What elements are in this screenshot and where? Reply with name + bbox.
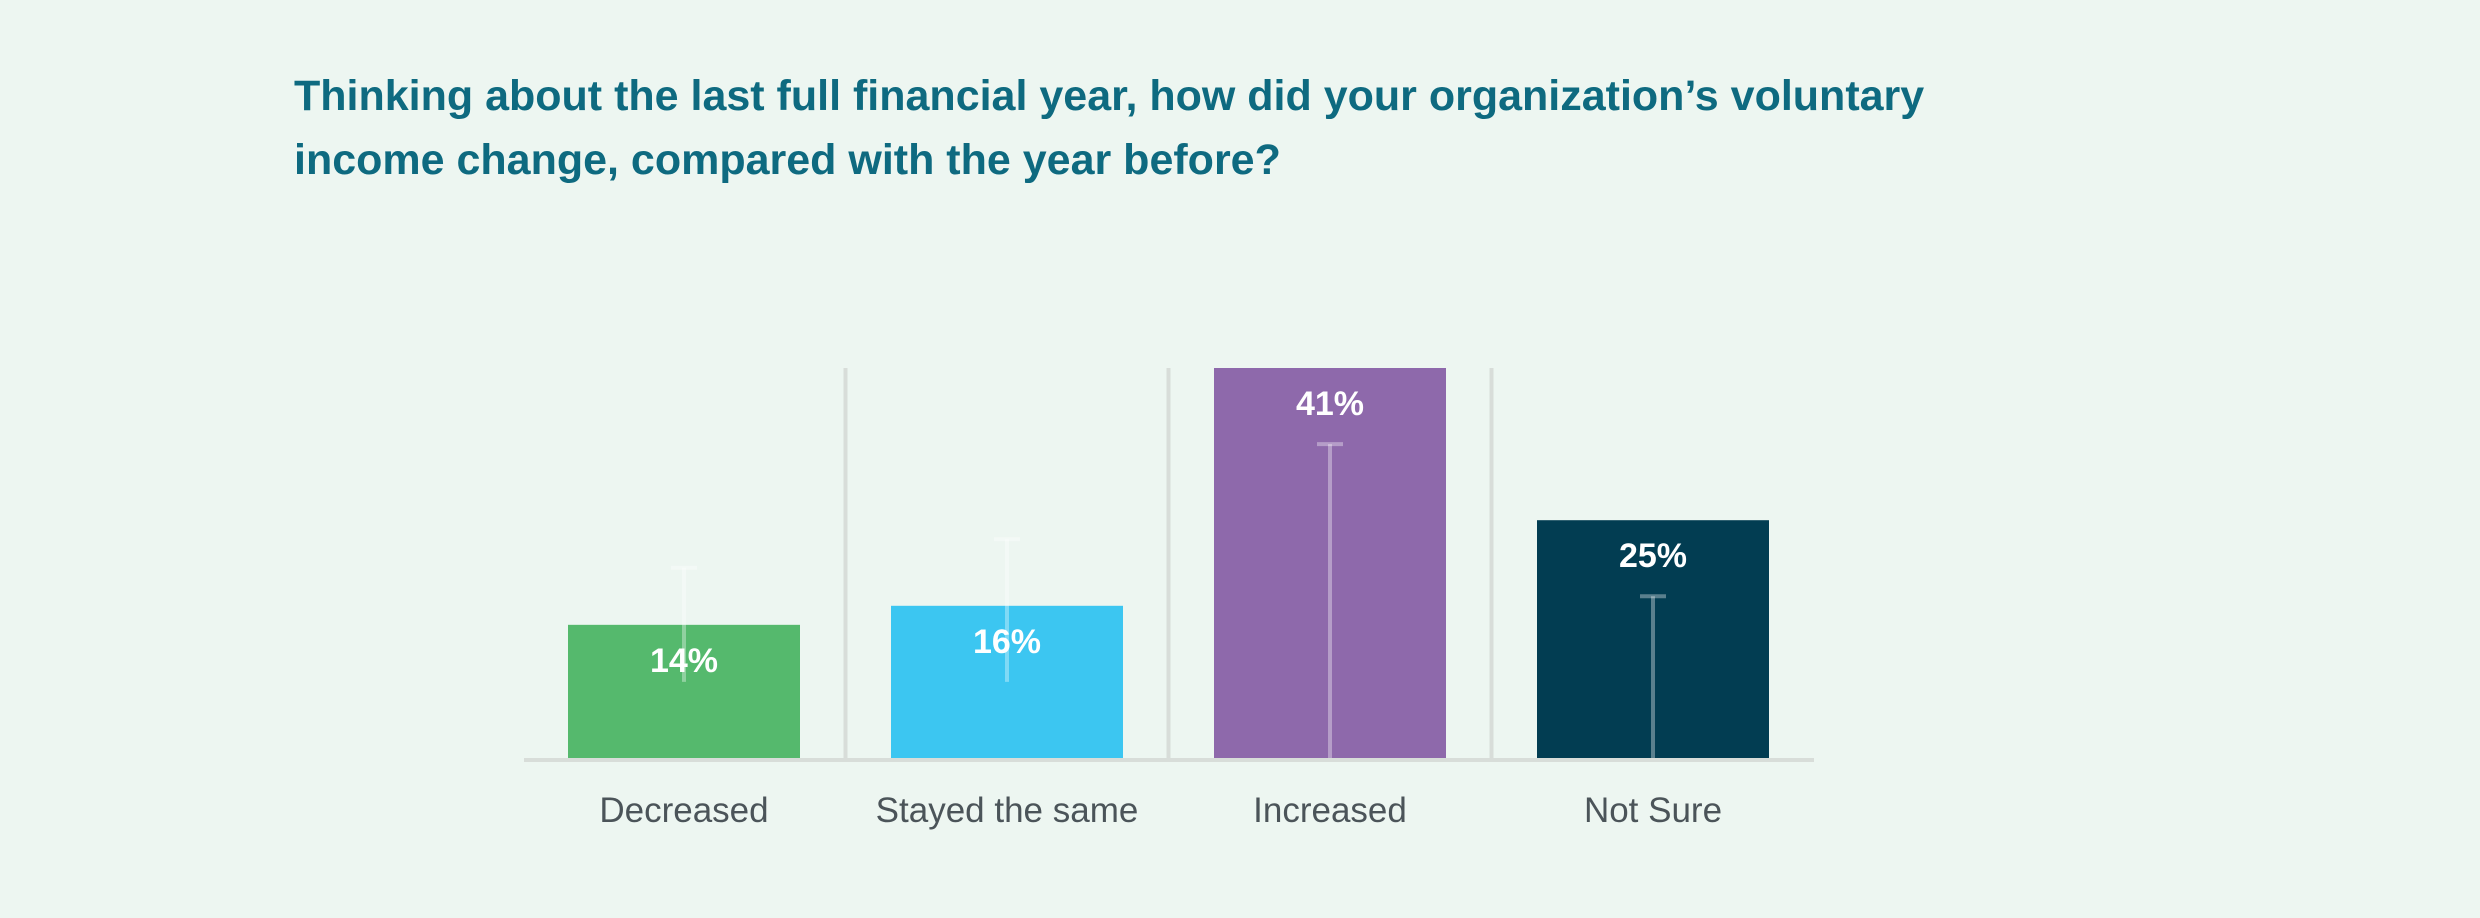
x-tick-label: Increased (1253, 791, 1407, 830)
bar-not-sure (1537, 520, 1769, 758)
bar-group-increased: 41% (1214, 368, 1446, 758)
x-tick-label: Decreased (599, 791, 768, 830)
data-label: 16% (973, 623, 1041, 661)
data-label: 41% (1296, 385, 1364, 423)
bar-increased (1214, 368, 1446, 758)
bar-decreased (568, 624, 800, 758)
bar-stayed-the-same (891, 605, 1123, 758)
bar-group-not-sure: 25% (1537, 520, 1769, 758)
bars-group: 14% 16% 41% 25% (568, 368, 1769, 758)
bar-group-decreased: 14% (568, 565, 800, 758)
bar-group-stayed-the-same: 16% (891, 537, 1123, 758)
category-labels: Decreased Stayed the same Increased Not Sur… (599, 791, 1722, 830)
chart-title: Thinking about the last full financial y… (294, 72, 1925, 184)
x-tick-label: Not Sure (1584, 791, 1722, 830)
x-tick-label: Stayed the same (876, 791, 1139, 830)
data-label: 14% (650, 642, 718, 680)
category-separators (843, 368, 1494, 758)
data-label: 25% (1619, 537, 1687, 575)
